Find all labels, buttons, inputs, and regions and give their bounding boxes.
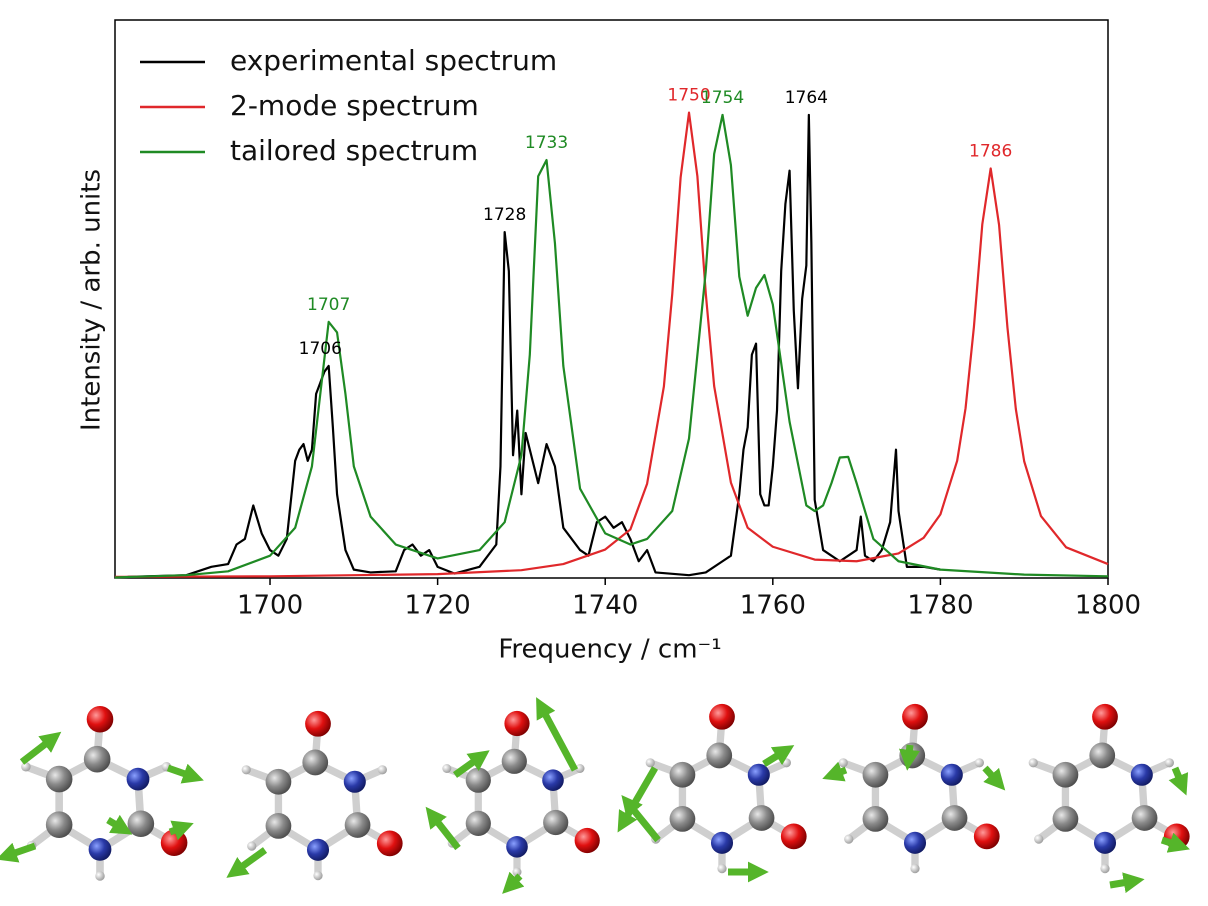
arrow: [19, 731, 62, 765]
peak-label: 1733: [525, 133, 568, 153]
molecules: [21, 704, 1189, 881]
molecule: [442, 711, 600, 877]
x-tick-label: 1760: [740, 591, 806, 621]
arrow: [536, 697, 579, 772]
peak-label: 1707: [307, 295, 350, 315]
molecule: [1029, 704, 1190, 873]
x-axis-label: Frequency / cm⁻¹: [498, 635, 721, 665]
molecule: [839, 704, 1000, 873]
peak-label: 1706: [299, 339, 342, 359]
arrow: [762, 745, 795, 767]
peak-label: 1786: [969, 141, 1012, 161]
arrow: [106, 814, 133, 835]
molecule: [242, 711, 403, 880]
peak-label: 1764: [785, 88, 828, 108]
arrow: [168, 820, 194, 841]
arrow: [621, 794, 661, 843]
spectrum-line: [115, 113, 1108, 577]
legend-label: tailored spectrum: [230, 134, 478, 167]
arrow: [425, 806, 461, 851]
x-tick-label: 1800: [1075, 591, 1141, 621]
peak-label: 1728: [483, 205, 526, 225]
legend-label: 2-mode spectrum: [230, 89, 479, 122]
y-axis-label: Intensity / arb. units: [77, 169, 107, 431]
arrow: [822, 761, 848, 782]
x-tick-label: 1780: [907, 591, 973, 621]
displacement-arrows: [0, 697, 1190, 894]
arrow: [1168, 766, 1189, 796]
plot-frame: [114, 19, 1109, 579]
molecule: [21, 706, 187, 881]
arrow: [1109, 872, 1145, 894]
arrow: [226, 847, 268, 878]
arrow: [452, 750, 490, 778]
x-tick-label: 1740: [572, 591, 638, 621]
x-tick-label: 1720: [405, 591, 471, 621]
molecule: [646, 704, 807, 873]
arrow: [982, 765, 1006, 791]
x-tick-label: 1700: [237, 591, 303, 621]
arrow: [899, 744, 920, 771]
peak-label: 1754: [701, 88, 744, 108]
arrow: [1160, 832, 1190, 853]
arrow: [502, 871, 525, 894]
spectrum-line: [115, 115, 1108, 578]
arrow: [0, 842, 37, 863]
arrow: [166, 763, 204, 784]
peak-label: 1750: [667, 86, 710, 106]
legend-label: experimental spectrum: [230, 44, 557, 77]
